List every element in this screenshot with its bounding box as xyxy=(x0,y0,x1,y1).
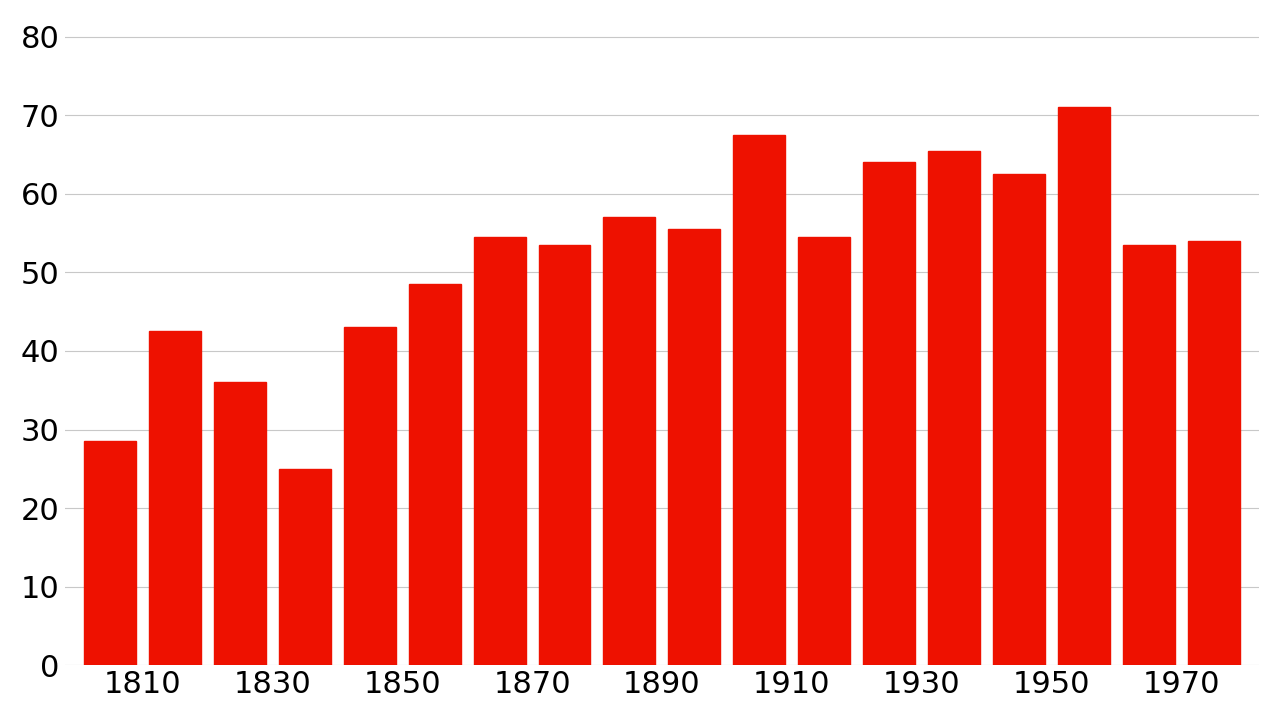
Bar xyxy=(408,284,461,665)
Bar xyxy=(1057,107,1110,665)
Bar xyxy=(1123,245,1175,665)
Bar xyxy=(539,245,590,665)
Bar xyxy=(928,150,980,665)
Bar xyxy=(863,162,915,665)
Bar xyxy=(474,237,526,665)
Bar xyxy=(733,135,785,665)
Bar xyxy=(84,441,136,665)
Bar xyxy=(279,469,330,665)
Bar xyxy=(214,382,266,665)
Bar xyxy=(148,331,201,665)
Bar xyxy=(799,237,850,665)
Bar xyxy=(1188,241,1240,665)
Bar xyxy=(668,229,721,665)
Bar xyxy=(344,328,396,665)
Bar xyxy=(603,217,655,665)
Bar xyxy=(993,174,1044,665)
